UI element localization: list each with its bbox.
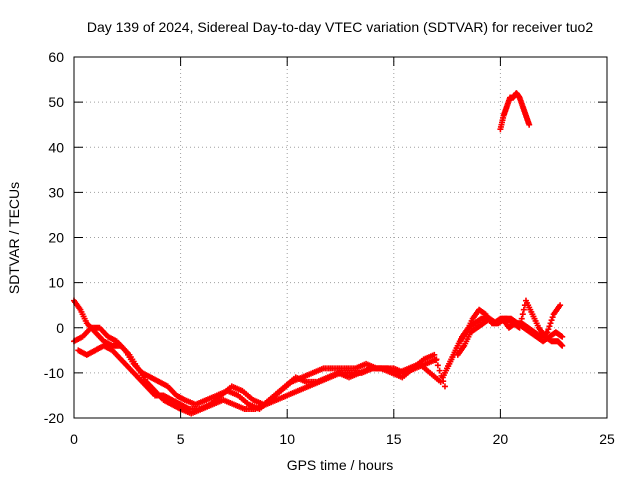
data-point bbox=[433, 357, 440, 364]
y-tick-label: 50 bbox=[48, 94, 64, 110]
data-point bbox=[548, 317, 555, 324]
data-points bbox=[71, 90, 566, 417]
x-tick-label: 20 bbox=[493, 431, 509, 447]
y-tick-label: 30 bbox=[48, 184, 64, 200]
series-track-c bbox=[75, 342, 448, 412]
data-point bbox=[559, 333, 566, 340]
y-tick-label: 60 bbox=[48, 49, 64, 65]
data-point bbox=[526, 121, 533, 128]
data-point bbox=[545, 326, 552, 333]
series-track-f bbox=[454, 302, 564, 358]
data-point bbox=[546, 323, 553, 330]
y-tick-label: 0 bbox=[56, 320, 64, 336]
data-point bbox=[441, 383, 448, 390]
data-point bbox=[436, 367, 443, 374]
x-tick-label: 5 bbox=[177, 431, 185, 447]
series-track-g bbox=[497, 90, 533, 133]
data-point bbox=[544, 329, 551, 336]
y-tick-label: -20 bbox=[44, 410, 64, 426]
chart-title: Day 139 of 2024, Sidereal Day-to-day VTE… bbox=[87, 19, 594, 35]
y-tick-label: -10 bbox=[44, 365, 64, 381]
x-tick-label: 25 bbox=[599, 431, 615, 447]
x-tick-label: 10 bbox=[279, 431, 295, 447]
data-point bbox=[431, 351, 438, 358]
data-point bbox=[520, 306, 527, 313]
data-point bbox=[559, 342, 566, 349]
x-tick-label: 15 bbox=[386, 431, 402, 447]
data-point bbox=[547, 320, 554, 327]
axis-ticks: 0 5 10 15 20 25 -20 -10 0 10 20 30 40 50 60 bbox=[44, 49, 615, 447]
data-point bbox=[549, 314, 556, 321]
data-point bbox=[434, 362, 441, 369]
y-tick-label: 10 bbox=[48, 275, 64, 291]
y-tick-label: 40 bbox=[48, 139, 64, 155]
data-point bbox=[519, 311, 526, 318]
y-axis-label: SDTVAR / TECUs bbox=[6, 182, 22, 294]
x-axis-label: GPS time / hours bbox=[287, 457, 394, 473]
y-tick-label: 20 bbox=[48, 230, 64, 246]
x-tick-label: 0 bbox=[70, 431, 78, 447]
data-point bbox=[557, 302, 564, 309]
